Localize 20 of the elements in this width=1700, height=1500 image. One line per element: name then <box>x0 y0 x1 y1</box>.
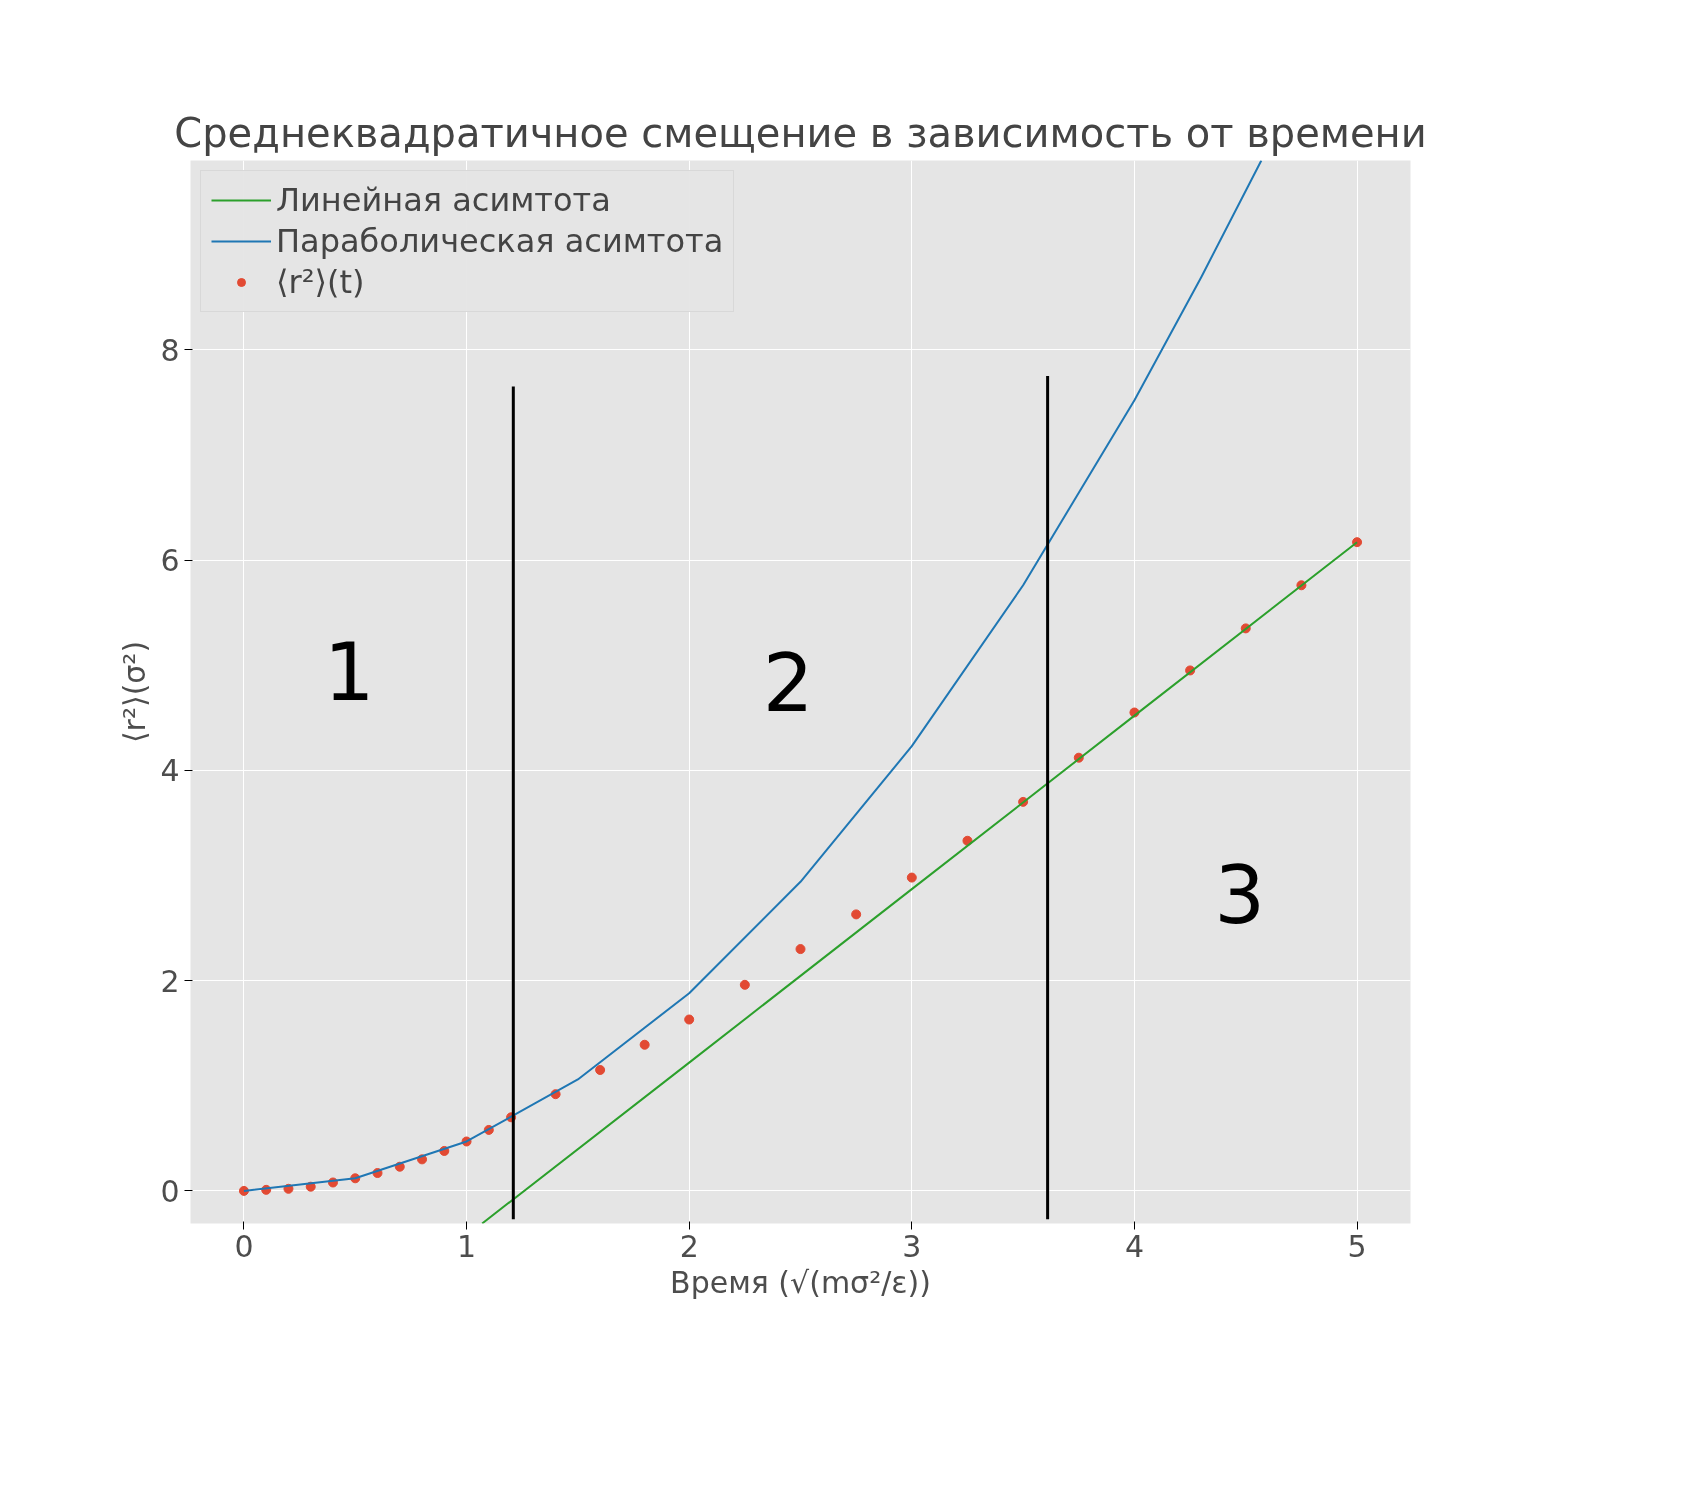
legend-label: ⟨r²⟩(t) <box>276 263 365 301</box>
x-tick-label: 0 <box>234 1228 254 1264</box>
x-tick-label: 1 <box>457 1228 477 1264</box>
x-tick-label: 3 <box>902 1228 922 1264</box>
annotation: 1 <box>323 626 375 720</box>
x-axis-title: Время (√(mσ²/ε)) <box>670 1264 931 1300</box>
x-tick-label: 2 <box>679 1228 699 1264</box>
y-tick-label: 4 <box>160 753 180 789</box>
legend-label: Линейная асимтота <box>276 181 611 219</box>
x-tick-label: 5 <box>1347 1228 1367 1264</box>
y-axis-title: ⟨r²⟩(σ²) <box>117 640 153 744</box>
y-tick-label: 6 <box>160 543 180 579</box>
y-tick-label: 0 <box>160 1173 180 1209</box>
chart-title: Среднеквадратичное смещение в зависимость от времени <box>174 109 1427 156</box>
legend-label: Параболическая асимтота <box>276 222 724 260</box>
annotation: 3 <box>1214 849 1266 943</box>
y-tick-label: 2 <box>160 963 180 999</box>
annotation: 2 <box>762 636 814 730</box>
x-tick-label: 4 <box>1124 1228 1144 1264</box>
y-tick-label: 8 <box>160 332 180 368</box>
